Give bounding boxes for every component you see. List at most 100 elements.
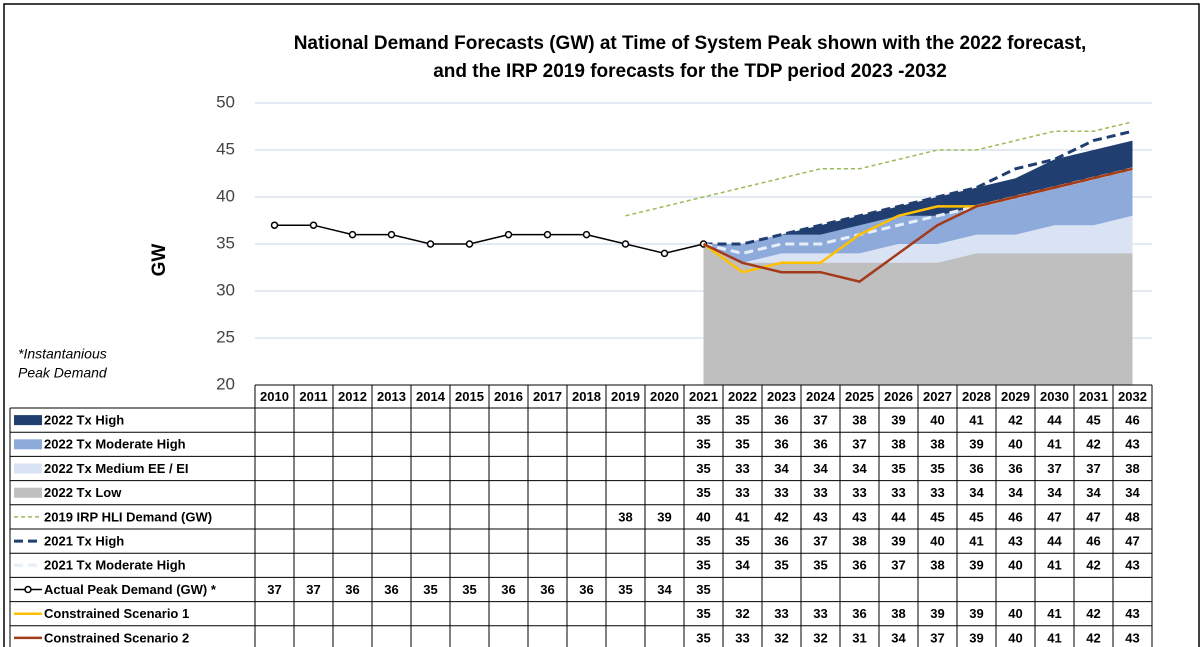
data-label: 35 <box>618 582 632 597</box>
data-label: 35 <box>735 437 749 452</box>
data-label: 35 <box>930 461 944 476</box>
data-label: 37 <box>813 534 827 549</box>
data-label: 35 <box>696 485 710 500</box>
x-tick-label: 2011 <box>299 389 327 404</box>
data-label: 35 <box>813 558 827 573</box>
data-label: 35 <box>696 461 710 476</box>
x-tick-label: 2026 <box>884 389 913 404</box>
y-tick-label: 50 <box>216 92 235 111</box>
data-label: 35 <box>696 437 710 452</box>
data-label: 46 <box>1008 509 1022 524</box>
x-tick-label: 2024 <box>806 389 836 404</box>
frame <box>3 3 1200 647</box>
data-label: 39 <box>891 413 905 428</box>
x-tick-label: 2010 <box>260 389 289 404</box>
data-label: 40 <box>930 534 944 549</box>
data-label: 41 <box>969 534 983 549</box>
data-label: 43 <box>1125 437 1139 452</box>
data-label: 32 <box>774 630 788 645</box>
data-label: 33 <box>735 630 749 645</box>
area <box>703 244 1133 385</box>
note: *Instantanious <box>18 346 107 362</box>
data-label: 36 <box>774 437 788 452</box>
data-label: 33 <box>735 485 749 500</box>
data-label: 35 <box>891 461 905 476</box>
data-label: 34 <box>891 630 906 645</box>
data-label: 44 <box>891 509 906 524</box>
data-label: 35 <box>774 558 788 573</box>
data-label: 42 <box>774 509 788 524</box>
legend-label: 2022 Tx Low <box>44 485 122 500</box>
data-label: 43 <box>813 509 827 524</box>
data-label: 37 <box>852 437 866 452</box>
y-axis-label: GW <box>149 244 170 277</box>
data-label: 35 <box>735 534 749 549</box>
data-label: 39 <box>930 606 944 621</box>
data-label: 47 <box>1047 509 1061 524</box>
data-label: 45 <box>930 509 944 524</box>
legend-label: Constrained Scenario 2 <box>44 630 189 645</box>
data-label: 34 <box>852 461 867 476</box>
x-tick-label: 2020 <box>650 389 679 404</box>
legend-swatch <box>14 439 42 450</box>
data-label: 34 <box>1008 485 1023 500</box>
data-label: 33 <box>774 606 788 621</box>
data-label: 39 <box>891 534 905 549</box>
data-label: 43 <box>1125 606 1139 621</box>
data-label: 33 <box>813 485 827 500</box>
marker <box>660 249 669 258</box>
x-tick-label: 2017 <box>533 389 562 404</box>
marker <box>348 230 357 239</box>
data-label: 34 <box>735 558 750 573</box>
chart-title: National Demand Forecasts (GW) at Time o… <box>294 33 1087 54</box>
data-label: 36 <box>774 413 788 428</box>
line <box>702 167 1133 283</box>
marker <box>465 240 474 248</box>
data-label: 38 <box>891 606 905 621</box>
data-label: 37 <box>891 558 905 573</box>
data-label: 36 <box>345 582 359 597</box>
data-label: 34 <box>657 582 672 597</box>
marker <box>582 230 591 239</box>
data-label: 35 <box>462 582 476 597</box>
x-tick-label: 2014 <box>416 389 446 404</box>
data-label: 41 <box>1047 558 1061 573</box>
data-label: 32 <box>735 606 749 621</box>
data-label: 37 <box>930 630 944 645</box>
data-label: 38 <box>891 437 905 452</box>
legend-label: 2022 Tx Medium EE / EI <box>44 461 189 476</box>
chart-title: and the IRP 2019 forecasts for the TDP p… <box>433 61 947 82</box>
data-label: 35 <box>696 413 710 428</box>
y-tick-label: 45 <box>216 139 235 158</box>
data-label: 34 <box>1086 485 1101 500</box>
data-label: 39 <box>657 509 671 524</box>
data-label: 40 <box>1008 606 1022 621</box>
x-tick-label: 2021 <box>689 389 718 404</box>
data-label: 40 <box>1008 630 1022 645</box>
legend-label: Constrained Scenario 1 <box>44 606 189 621</box>
x-tick-label: 2032 <box>1118 389 1147 404</box>
data-label: 35 <box>696 630 710 645</box>
data-label: 44 <box>1047 534 1062 549</box>
data-label: 36 <box>969 461 983 476</box>
data-label: 46 <box>1086 534 1100 549</box>
data-label: 41 <box>735 509 749 524</box>
data-label: 38 <box>852 413 866 428</box>
data-label: 42 <box>1086 437 1100 452</box>
data-label: 36 <box>852 606 866 621</box>
data-label: 43 <box>1125 558 1139 573</box>
data-label: 33 <box>852 485 866 500</box>
x-tick-label: 2025 <box>845 389 874 404</box>
data-label: 41 <box>1047 606 1061 621</box>
x-tick-label: 2031 <box>1079 389 1108 404</box>
marker <box>270 221 279 229</box>
x-tick-label: 2023 <box>767 389 796 404</box>
data-label: 43 <box>1008 534 1022 549</box>
legend-swatch <box>14 487 42 498</box>
data-label: 36 <box>540 582 554 597</box>
x-tick-label: 2018 <box>572 389 601 404</box>
data-label: 35 <box>696 606 710 621</box>
data-label: 35 <box>696 558 710 573</box>
data-label: 42 <box>1008 413 1022 428</box>
data-label: 31 <box>852 630 866 645</box>
